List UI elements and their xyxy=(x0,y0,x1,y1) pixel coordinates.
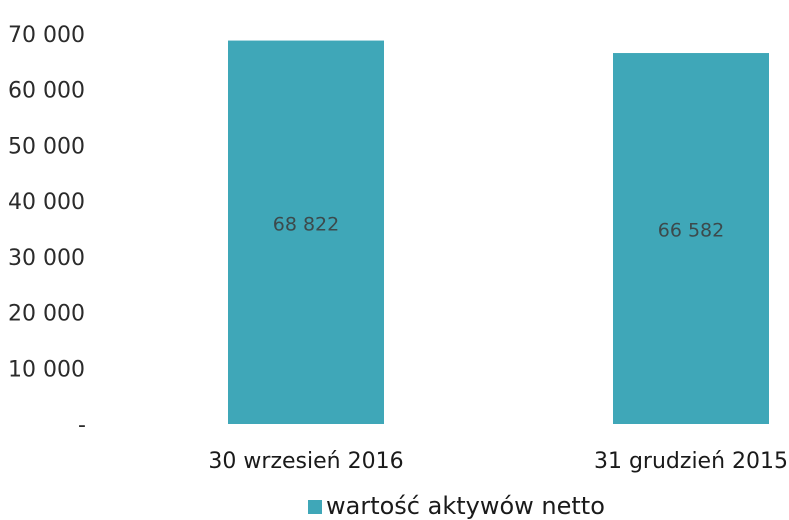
bar-value-label: 68 822 xyxy=(273,213,339,235)
y-tick-label: - xyxy=(78,413,86,438)
bar xyxy=(228,40,384,425)
bar xyxy=(613,53,769,424)
bar-value-label: 66 582 xyxy=(658,220,724,242)
y-tick-label: 30 000 xyxy=(8,246,85,271)
bars: 68 822 66 582 xyxy=(228,40,769,425)
legend: wartość aktywów netto xyxy=(308,492,605,520)
legend-swatch xyxy=(308,500,322,514)
y-tick-label: 60 000 xyxy=(8,79,85,104)
x-axis: 30 wrzesień 2016 31 grudzień 2015 xyxy=(208,449,788,474)
y-axis: - 10 000 20 000 30 000 40 000 50 000 60 000 70 … xyxy=(8,23,86,438)
x-category-label: 31 grudzień 2015 xyxy=(594,449,788,474)
y-tick-label: 50 000 xyxy=(8,134,85,159)
x-category-label: 30 wrzesień 2016 xyxy=(208,449,403,474)
legend-label: wartość aktywów netto xyxy=(326,492,605,520)
y-tick-label: 40 000 xyxy=(8,190,85,215)
y-tick-label: 70 000 xyxy=(8,23,85,48)
y-tick-label: 10 000 xyxy=(8,357,85,382)
y-tick-label: 20 000 xyxy=(8,302,85,327)
